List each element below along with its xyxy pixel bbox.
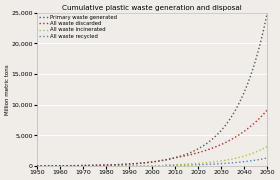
All waste discarded <box>266 109 269 111</box>
All waste recycled <box>244 160 248 163</box>
All waste incinerated <box>36 165 39 167</box>
Y-axis label: Million metric tons: Million metric tons <box>5 64 10 115</box>
All waste incinerated <box>35 165 39 167</box>
Line: All waste discarded: All waste discarded <box>37 110 267 166</box>
All waste recycled <box>172 164 175 166</box>
All waste discarded <box>172 157 175 159</box>
All waste discarded <box>172 157 176 159</box>
Line: Primary waste generated: Primary waste generated <box>37 13 267 166</box>
All waste incinerated <box>172 164 176 166</box>
All waste discarded <box>36 165 39 167</box>
All waste discarded <box>244 129 248 131</box>
All waste incinerated <box>244 154 248 157</box>
All waste incinerated <box>176 163 179 166</box>
All waste recycled <box>176 164 179 166</box>
All waste recycled <box>266 157 269 159</box>
All waste discarded <box>35 165 39 167</box>
Line: All waste recycled: All waste recycled <box>37 158 267 166</box>
Primary waste generated <box>172 157 175 159</box>
All waste recycled <box>229 162 233 164</box>
Primary waste generated <box>229 116 233 118</box>
All waste discarded <box>176 156 179 158</box>
Primary waste generated <box>266 12 269 14</box>
All waste recycled <box>36 165 39 167</box>
Primary waste generated <box>35 165 39 167</box>
Primary waste generated <box>244 87 248 90</box>
All waste recycled <box>35 165 39 167</box>
Line: All waste incinerated: All waste incinerated <box>37 146 267 166</box>
All waste incinerated <box>229 158 233 160</box>
All waste incinerated <box>172 164 175 166</box>
Primary waste generated <box>172 157 176 159</box>
Primary waste generated <box>176 156 179 158</box>
All waste discarded <box>229 138 233 141</box>
All waste recycled <box>172 164 176 166</box>
Primary waste generated <box>36 165 39 167</box>
All waste incinerated <box>266 145 269 147</box>
Title: Cumulative plastic waste generation and disposal: Cumulative plastic waste generation and … <box>62 5 242 11</box>
Legend: Primary waste generated, All waste discarded, All waste incinerated, All waste r: Primary waste generated, All waste disca… <box>38 14 118 39</box>
